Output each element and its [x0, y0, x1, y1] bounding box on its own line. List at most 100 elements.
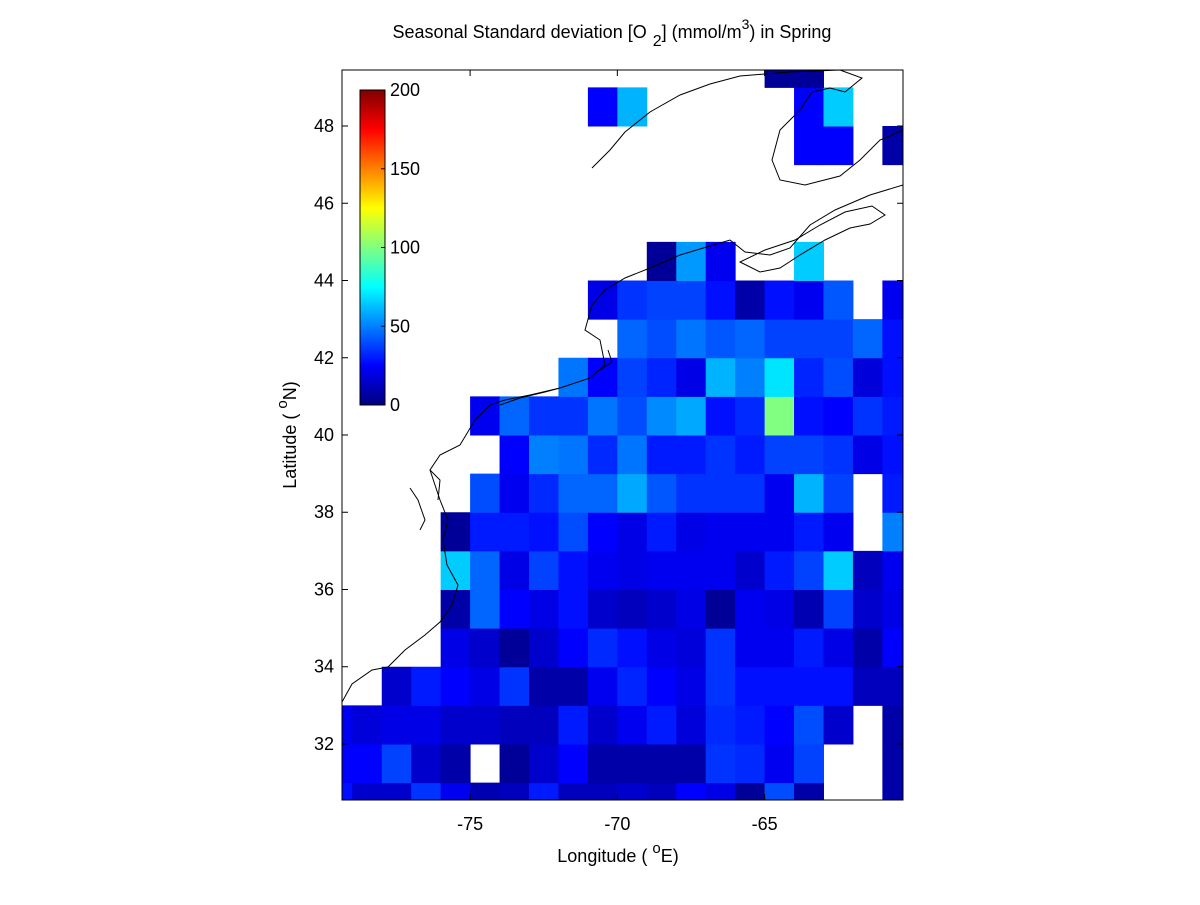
heatmap-cell: [882, 628, 903, 668]
heatmap-cell: [529, 705, 559, 745]
heatmap-cell: [794, 70, 824, 88]
heatmap-cell: [587, 512, 618, 552]
heatmap-cell: [587, 550, 618, 590]
heatmap-cell: [823, 357, 854, 397]
heatmap-cell: [587, 357, 618, 397]
heatmap-cell: [794, 550, 824, 590]
heatmap-cell: [676, 705, 707, 745]
heatmap-cell: [617, 550, 648, 590]
heatmap-cell: [440, 550, 471, 590]
heatmap-cell: [558, 589, 589, 629]
heatmap-cell: [440, 666, 471, 706]
heatmap-cell: [558, 550, 589, 590]
colorbar-tick-label: 100: [390, 238, 420, 258]
label-part: N): [280, 381, 300, 400]
heatmap-cell: [764, 666, 795, 706]
y-tick-label: 34: [314, 657, 334, 677]
heatmap-cell: [735, 357, 766, 397]
heatmap-cell: [342, 743, 353, 784]
heatmap-cell: [617, 782, 648, 800]
heatmap-cell: [646, 435, 677, 475]
colorbar-tick-label: 0: [390, 395, 400, 415]
heatmap-cell: [646, 357, 677, 397]
heatmap-cell: [676, 435, 707, 475]
heatmap-cell: [617, 628, 648, 668]
x-tick-label: -70: [604, 814, 630, 834]
heatmap-cell: [882, 126, 903, 166]
x-tick-label: -75: [457, 814, 483, 834]
heatmap-cell: [794, 473, 824, 513]
heatmap-cell: [617, 589, 648, 629]
heatmap-cell: [794, 705, 824, 745]
heatmap-cell: [499, 589, 530, 629]
heatmap-cell: [352, 743, 383, 784]
heatmap-cell: [617, 319, 648, 359]
heatmap-cell: [411, 743, 442, 784]
heatmap-cell: [470, 473, 501, 513]
label-part: E): [661, 846, 679, 866]
heatmap-cell: [440, 705, 471, 745]
heatmap-cell: [558, 743, 589, 784]
heatmap-cell: [499, 550, 530, 590]
heatmap-cell: [735, 319, 766, 359]
heatmap-cell: [587, 705, 618, 745]
heatmap-cell: [852, 357, 883, 397]
heatmap-cell: [705, 512, 736, 552]
heatmap-cell: [676, 357, 707, 397]
heatmap-cell: [646, 666, 677, 706]
heatmap-cell: [852, 666, 883, 706]
heatmap-cell: [764, 70, 795, 88]
heatmap-cell: [852, 589, 883, 629]
heatmap-cell: [587, 396, 618, 436]
heatmap-cell: [882, 319, 903, 359]
heatmap-cell: [558, 782, 589, 800]
heatmap-cell: [735, 705, 766, 745]
heatmap-cell: [705, 550, 736, 590]
heatmap-cell: [440, 512, 471, 552]
colorbar-tick-label: 150: [390, 159, 420, 179]
heatmap-cell: [794, 87, 824, 127]
y-tick-label: 36: [314, 579, 334, 599]
heatmap-cell: [823, 589, 854, 629]
heatmap-cell: [558, 666, 589, 706]
heatmap-cell: [676, 396, 707, 436]
heatmap-cell: [735, 666, 766, 706]
heatmap-cell: [381, 666, 412, 706]
heatmap-cell: [646, 473, 677, 513]
heatmap-cell: [529, 435, 559, 475]
heatmap-cell: [676, 280, 707, 320]
heatmap-cell: [735, 435, 766, 475]
heatmap-cell: [617, 280, 648, 320]
heatmap-cell: [823, 512, 854, 552]
heatmap-cell: [705, 666, 736, 706]
heatmap-cell: [882, 705, 903, 745]
y-tick-label: 46: [314, 193, 334, 213]
heatmap-cell: [705, 628, 736, 668]
heatmap-cell: [646, 628, 677, 668]
heatmap-cell: [764, 782, 795, 800]
heatmap-cell: [764, 396, 795, 436]
label-superscript: o: [652, 840, 660, 857]
y-axis-label: Latitude ( oN): [274, 381, 300, 488]
heatmap-cell: [852, 396, 883, 436]
heatmap-cell: [529, 550, 559, 590]
heatmap-cell: [617, 87, 648, 127]
heatmap-cell: [342, 705, 353, 745]
heatmap-cell: [558, 512, 589, 552]
heatmap-cell: [646, 512, 677, 552]
heatmap-cell: [470, 705, 501, 745]
heatmap-cell: [470, 396, 501, 436]
y-tick-label: 44: [314, 271, 334, 291]
heatmap-cell: [587, 87, 618, 127]
heatmap-cell: [529, 512, 559, 552]
label-part: Longitude (: [557, 846, 652, 866]
heatmap-cell: [587, 280, 618, 320]
heatmap-cell: [617, 743, 648, 784]
heatmap-cell: [764, 473, 795, 513]
heatmap-cell: [794, 319, 824, 359]
heatmap-cell: [882, 512, 903, 552]
heatmap-cell: [852, 628, 883, 668]
heatmap-cell: [882, 357, 903, 397]
heatmap-cell: [440, 589, 471, 629]
